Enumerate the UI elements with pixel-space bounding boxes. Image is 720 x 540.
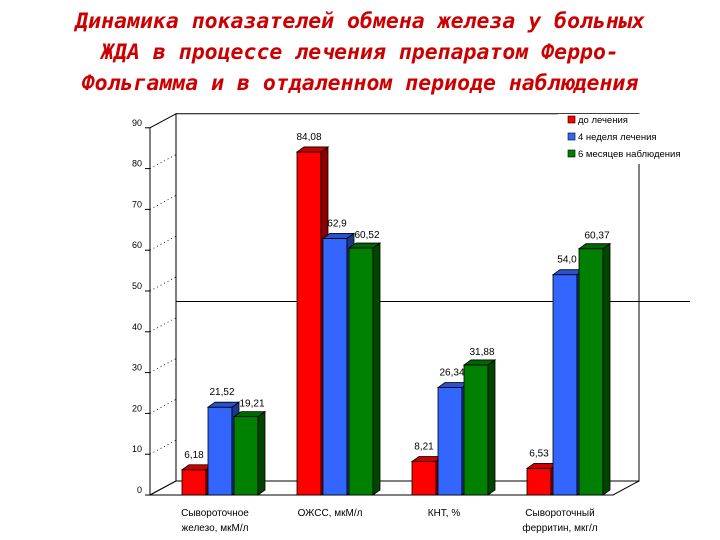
bar-top-1-0 bbox=[206, 401, 241, 408]
legend-label-1: 4 неделя лечения bbox=[578, 132, 657, 143]
bar-2-3 bbox=[578, 248, 604, 496]
bar-top-2-0 bbox=[232, 411, 267, 418]
y-tick-label: 50 bbox=[132, 281, 142, 291]
x-category-label: КНТ, % bbox=[428, 508, 461, 519]
legend-swatch-0 bbox=[567, 115, 576, 124]
bar-side-2-2 bbox=[487, 359, 496, 496]
legend-swatch-2 bbox=[567, 149, 576, 158]
bar-side-2-3 bbox=[602, 242, 611, 496]
x-category-label: железо, мкМ/л bbox=[182, 523, 249, 534]
y-tick-label: 90 bbox=[132, 118, 142, 128]
grid-stub bbox=[149, 399, 177, 414]
grid-stub bbox=[149, 358, 177, 373]
bar-2-1 bbox=[348, 247, 374, 496]
bar-top-1-1 bbox=[321, 232, 356, 239]
bar-1-1 bbox=[322, 237, 348, 496]
bar-side-2-0 bbox=[257, 410, 266, 496]
grid-stub bbox=[149, 154, 177, 169]
data-label: 84,08 bbox=[296, 132, 321, 143]
legend-swatch-1 bbox=[567, 132, 576, 141]
data-label: 6,53 bbox=[529, 448, 549, 459]
bar-1-2 bbox=[437, 387, 463, 496]
bar-2-0 bbox=[233, 416, 259, 496]
x-category-label: Сывороточный bbox=[525, 508, 594, 519]
grid-stub bbox=[149, 235, 177, 251]
y-tick-label: 10 bbox=[132, 444, 142, 454]
data-label: 8,21 bbox=[414, 442, 434, 453]
x-category-label: ферритин, мкг/л bbox=[522, 522, 597, 534]
data-label: 6,18 bbox=[184, 450, 204, 461]
bar-top-0-1 bbox=[295, 146, 330, 153]
y-tick-label: 80 bbox=[132, 159, 142, 169]
bar-0-1 bbox=[296, 151, 322, 496]
bar-1-3 bbox=[552, 274, 578, 496]
bar-0-2 bbox=[411, 461, 437, 496]
legend-box bbox=[558, 114, 713, 164]
bar-0-0 bbox=[181, 469, 207, 496]
side-wall bbox=[149, 112, 177, 496]
grid-stub bbox=[149, 317, 177, 333]
bar-top-2-1 bbox=[347, 242, 382, 249]
bar-2-2 bbox=[463, 364, 489, 496]
grid-stub bbox=[149, 195, 177, 210]
data-label: 60,37 bbox=[584, 231, 609, 242]
grid-stub bbox=[149, 439, 177, 455]
title-line-3: Фольгамма и в отдаленном периоде наблюде… bbox=[81, 71, 639, 96]
chart-title: Динамика показателей обмена железа у бол… bbox=[0, 6, 720, 99]
title-line-2: ЖДА в процессе лечения препаратом Ферро- bbox=[101, 40, 619, 65]
title-line-1: Динамика показателей обмена железа у бол… bbox=[75, 9, 645, 34]
grid-stub bbox=[149, 113, 177, 129]
y-tick-label: 60 bbox=[132, 240, 142, 250]
grid-stub bbox=[149, 276, 177, 292]
data-label: 62,9 bbox=[327, 218, 347, 229]
data-label: 26,34 bbox=[439, 368, 464, 379]
bar-1-0 bbox=[207, 406, 233, 496]
data-label: 60,52 bbox=[354, 230, 379, 241]
y-tick-label: 0 bbox=[137, 485, 142, 495]
data-label: 31,88 bbox=[469, 347, 494, 358]
y-tick-label: 40 bbox=[132, 322, 142, 332]
data-label: 21,52 bbox=[209, 387, 234, 398]
legend-label-2: 6 месяцев наблюдения bbox=[578, 149, 680, 160]
y-tick-label: 70 bbox=[132, 199, 142, 209]
bar-top-2-2 bbox=[462, 359, 497, 366]
x-category-label: Сывороточное bbox=[181, 508, 249, 519]
bar-0-3 bbox=[526, 467, 552, 496]
y-tick-label: 20 bbox=[132, 403, 142, 413]
data-label: 19,21 bbox=[239, 399, 264, 410]
x-category-label: ОЖСС, мкМ/л bbox=[298, 508, 363, 519]
data-label: 54,0 bbox=[557, 255, 577, 266]
y-tick-label: 30 bbox=[132, 363, 142, 373]
legend-label-0: до лечения bbox=[578, 115, 628, 126]
bar-top-2-3 bbox=[577, 243, 612, 250]
bar-side-2-1 bbox=[372, 242, 381, 496]
